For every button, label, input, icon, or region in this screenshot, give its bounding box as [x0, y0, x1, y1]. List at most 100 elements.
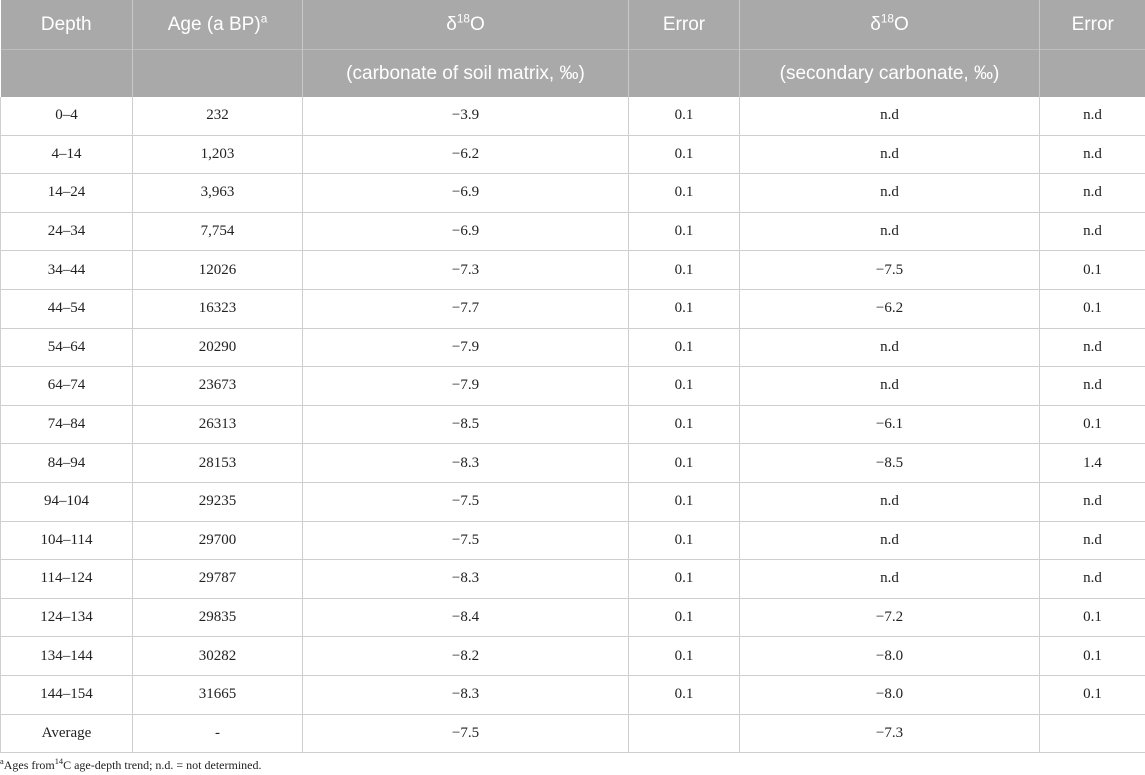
cell-soil-d18o: −8.3	[302, 675, 629, 715]
cell-age: 1,203	[132, 135, 303, 175]
table-row: 104–114 29700 −7.5 0.1 n.d n.d	[0, 521, 1145, 561]
cell-secondary-d18o: −7.2	[739, 598, 1040, 638]
cell-depth: 44–54	[0, 289, 133, 329]
cell-soil-d18o: −6.9	[302, 173, 629, 213]
cell-secondary-d18o: n.d	[739, 559, 1040, 599]
header-sub-soil: (carbonate of soil matrix, ‰)	[302, 49, 629, 97]
table-row: 134–144 30282 −8.2 0.1 −8.0 0.1	[0, 636, 1145, 676]
cell-soil-d18o: −7.7	[302, 289, 629, 329]
cell-age: 31665	[132, 675, 303, 715]
header-error-secondary: Error	[1039, 0, 1145, 50]
cell-soil-d18o: −8.5	[302, 405, 629, 445]
header-delta-secondary: δ18O	[739, 0, 1040, 50]
cell-soil-d18o: −8.3	[302, 443, 629, 483]
cell-soil-d18o: −8.3	[302, 559, 629, 599]
cell-depth: 94–104	[0, 482, 133, 522]
cell-secondary-d18o: n.d	[739, 521, 1040, 561]
cell-soil-error: 0.1	[628, 482, 740, 522]
header-row-main: Depth Age (a BP)a δ18O Error δ18O Error	[0, 0, 1145, 50]
cell-secondary-d18o: −7.5	[739, 250, 1040, 290]
cell-soil-error: 0.1	[628, 250, 740, 290]
cell-age: 232	[132, 97, 303, 136]
header-depth: Depth	[0, 0, 133, 50]
cell-age: -	[132, 714, 303, 754]
cell-soil-d18o: −6.9	[302, 212, 629, 252]
table-header: Depth Age (a BP)a δ18O Error δ18O Error …	[0, 0, 1145, 97]
cell-secondary-d18o: n.d	[739, 212, 1040, 252]
cell-age: 29835	[132, 598, 303, 638]
cell-soil-error: 0.1	[628, 405, 740, 445]
table-row: 44–54 16323 −7.7 0.1 −6.2 0.1	[0, 289, 1145, 329]
cell-secondary-error: n.d	[1039, 559, 1145, 599]
table-body: 0–4 232 −3.9 0.1 n.d n.d 4–14 1,203 −6.2…	[0, 97, 1145, 754]
header-age: Age (a BP)a	[132, 0, 303, 50]
cell-depth: Average	[0, 714, 133, 754]
header-row-sub: (carbonate of soil matrix, ‰) (secondary…	[0, 49, 1145, 97]
cell-soil-error: 0.1	[628, 636, 740, 676]
table-row: Average - −7.5 −7.3	[0, 714, 1145, 754]
cell-depth: 104–114	[0, 521, 133, 561]
cell-soil-d18o: −7.9	[302, 366, 629, 406]
cell-age: 3,963	[132, 173, 303, 213]
cell-secondary-error: n.d	[1039, 482, 1145, 522]
table-row: 34–44 12026 −7.3 0.1 −7.5 0.1	[0, 250, 1145, 290]
cell-soil-error: 0.1	[628, 212, 740, 252]
header-sub-empty-1	[0, 49, 133, 97]
cell-soil-error: 0.1	[628, 598, 740, 638]
cell-age: 7,754	[132, 212, 303, 252]
cell-soil-error: 0.1	[628, 97, 740, 136]
cell-secondary-error: n.d	[1039, 173, 1145, 213]
cell-secondary-error	[1039, 714, 1145, 754]
cell-age: 16323	[132, 289, 303, 329]
cell-soil-error: 0.1	[628, 289, 740, 329]
cell-age: 20290	[132, 328, 303, 368]
cell-soil-error: 0.1	[628, 173, 740, 213]
cell-depth: 4–14	[0, 135, 133, 175]
table-row: 124–134 29835 −8.4 0.1 −7.2 0.1	[0, 598, 1145, 638]
cell-secondary-error: n.d	[1039, 521, 1145, 561]
cell-age: 23673	[132, 366, 303, 406]
cell-age: 30282	[132, 636, 303, 676]
cell-soil-d18o: −8.4	[302, 598, 629, 638]
cell-secondary-error: 0.1	[1039, 598, 1145, 638]
cell-secondary-error: n.d	[1039, 366, 1145, 406]
cell-secondary-d18o: −8.0	[739, 675, 1040, 715]
cell-secondary-error: n.d	[1039, 212, 1145, 252]
cell-secondary-error: 1.4	[1039, 443, 1145, 483]
data-table: Depth Age (a BP)a δ18O Error δ18O Error …	[0, 0, 1145, 754]
cell-age: 29787	[132, 559, 303, 599]
cell-depth: 0–4	[0, 97, 133, 136]
header-sub-empty-3	[628, 49, 740, 97]
cell-secondary-d18o: n.d	[739, 135, 1040, 175]
cell-secondary-d18o: −6.2	[739, 289, 1040, 329]
cell-age: 28153	[132, 443, 303, 483]
cell-secondary-d18o: −8.5	[739, 443, 1040, 483]
table-row: 4–14 1,203 −6.2 0.1 n.d n.d	[0, 135, 1145, 175]
cell-depth: 134–144	[0, 636, 133, 676]
table-row: 74–84 26313 −8.5 0.1 −6.1 0.1	[0, 405, 1145, 445]
cell-depth: 84–94	[0, 443, 133, 483]
table-row: 144–154 31665 −8.3 0.1 −8.0 0.1	[0, 675, 1145, 715]
cell-soil-error: 0.1	[628, 675, 740, 715]
cell-depth: 14–24	[0, 173, 133, 213]
cell-soil-error: 0.1	[628, 135, 740, 175]
cell-depth: 144–154	[0, 675, 133, 715]
cell-depth: 64–74	[0, 366, 133, 406]
cell-depth: 114–124	[0, 559, 133, 599]
cell-secondary-d18o: n.d	[739, 173, 1040, 213]
table-row: 14–24 3,963 −6.9 0.1 n.d n.d	[0, 173, 1145, 213]
cell-secondary-d18o: n.d	[739, 482, 1040, 522]
cell-soil-error: 0.1	[628, 559, 740, 599]
cell-age: 29235	[132, 482, 303, 522]
cell-soil-d18o: −3.9	[302, 97, 629, 136]
cell-depth: 124–134	[0, 598, 133, 638]
cell-secondary-d18o: −6.1	[739, 405, 1040, 445]
cell-soil-d18o: −7.5	[302, 521, 629, 561]
cell-depth: 24–34	[0, 212, 133, 252]
table-row: 114–124 29787 −8.3 0.1 n.d n.d	[0, 559, 1145, 599]
table-row: 84–94 28153 −8.3 0.1 −8.5 1.4	[0, 443, 1145, 483]
cell-secondary-error: 0.1	[1039, 675, 1145, 715]
table-row: 24–34 7,754 −6.9 0.1 n.d n.d	[0, 212, 1145, 252]
cell-secondary-d18o: −8.0	[739, 636, 1040, 676]
cell-secondary-error: 0.1	[1039, 250, 1145, 290]
